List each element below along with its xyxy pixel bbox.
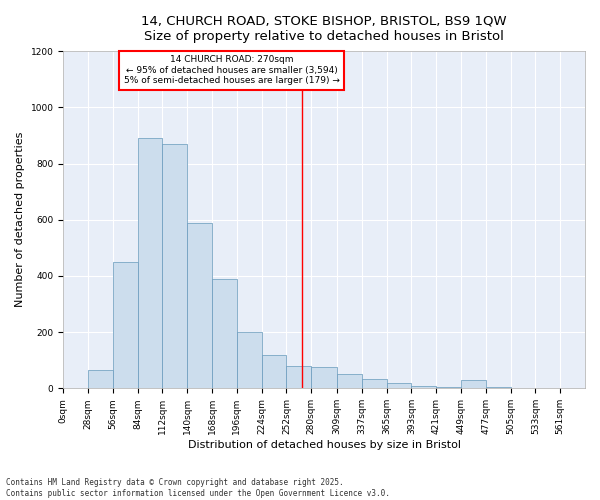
Text: Contains HM Land Registry data © Crown copyright and database right 2025.
Contai: Contains HM Land Registry data © Crown c…	[6, 478, 390, 498]
Bar	[163, 144, 187, 388]
Bar	[461, 380, 486, 388]
X-axis label: Distribution of detached houses by size in Bristol: Distribution of detached houses by size …	[188, 440, 461, 450]
Bar	[262, 354, 286, 388]
Title: 14, CHURCH ROAD, STOKE BISHOP, BRISTOL, BS9 1QW
Size of property relative to det: 14, CHURCH ROAD, STOKE BISHOP, BRISTOL, …	[142, 15, 507, 43]
Y-axis label: Number of detached properties: Number of detached properties	[15, 132, 25, 308]
Bar	[187, 222, 212, 388]
Bar	[113, 262, 137, 388]
Bar	[362, 378, 386, 388]
Bar	[311, 368, 337, 388]
Bar	[436, 387, 461, 388]
Bar	[412, 386, 436, 388]
Bar	[486, 387, 511, 388]
Text: 14 CHURCH ROAD: 270sqm
← 95% of detached houses are smaller (3,594)
5% of semi-d: 14 CHURCH ROAD: 270sqm ← 95% of detached…	[124, 56, 340, 85]
Bar	[386, 382, 412, 388]
Bar	[237, 332, 262, 388]
Bar	[88, 370, 113, 388]
Bar	[286, 366, 311, 388]
Bar	[212, 278, 237, 388]
Bar	[137, 138, 163, 388]
Bar	[337, 374, 362, 388]
